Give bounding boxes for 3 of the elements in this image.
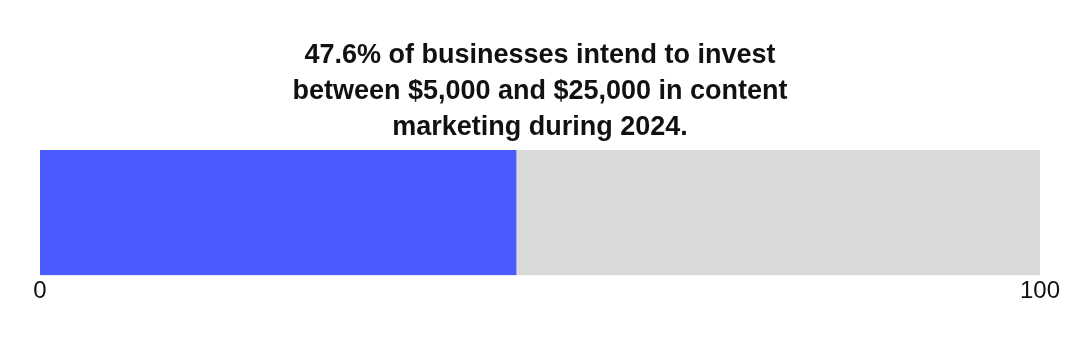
x-tick-label: 0 <box>33 276 47 304</box>
chart-title: 47.6% of businesses intend to invest between $5,000 and $25,000 in content marketing during 2024. <box>291 38 789 141</box>
x-tick-label: 100 <box>1019 276 1061 304</box>
